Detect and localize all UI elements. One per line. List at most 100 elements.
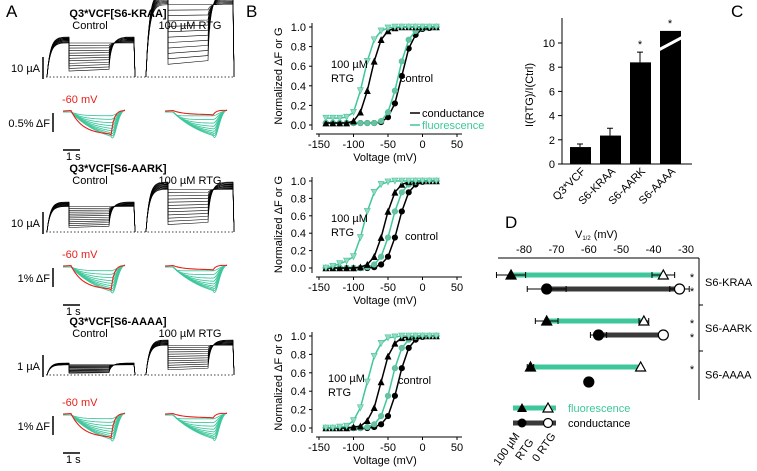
data-point	[377, 36, 385, 44]
data-point	[412, 23, 420, 31]
x-tick-label: 50	[451, 442, 463, 454]
data-point	[391, 339, 399, 347]
current-trace	[145, 184, 235, 233]
data-point	[329, 119, 337, 127]
section-title: Q3*VCF[S6-AAAA]	[69, 316, 167, 328]
data-point	[384, 24, 392, 32]
bar-Q3*VCF	[570, 147, 591, 164]
data-point	[419, 332, 426, 340]
data-point	[398, 58, 405, 65]
voltage-label: -60 mV	[62, 94, 98, 106]
data-point	[364, 423, 371, 431]
current-trace	[46, 38, 136, 78]
highlight-trace-minus60mv	[164, 264, 228, 271]
data-point	[336, 114, 344, 122]
fluorescence-scale-label: 1% ΔF	[18, 273, 51, 285]
data-point	[378, 421, 385, 428]
legend-rtg-triangle	[517, 403, 527, 412]
significance-star: *	[690, 332, 695, 344]
y-axis-label: Normalized ΔF or G	[273, 27, 285, 124]
axis-break-mark	[657, 35, 684, 52]
fluorescence-trace	[165, 109, 228, 138]
x-tick-label: -150	[308, 139, 330, 151]
x-tick-label: -150	[308, 442, 330, 454]
data-point	[384, 352, 392, 360]
current-trace	[145, 343, 235, 376]
rtg-circle-marker	[541, 283, 553, 295]
x-tick-label: -70	[548, 244, 564, 256]
data-point	[377, 233, 385, 241]
y-tick-label: 1.0	[291, 331, 306, 343]
x-axis-label-sub: 1/2	[582, 236, 591, 242]
time-scale-label: 1 s	[66, 151, 81, 163]
control-fluorescence-traces	[62, 412, 126, 442]
y-tick-label: 6	[549, 86, 555, 98]
control-label: Control	[72, 328, 107, 340]
current-trace	[46, 205, 136, 233]
highlight-trace-minus60mv	[62, 110, 126, 136]
data-point	[356, 108, 364, 116]
data-point	[391, 208, 399, 215]
fluorescence-trace	[63, 264, 126, 279]
y-axis-label: I(RTG)/I(Ctrl)	[524, 63, 536, 127]
data-point	[370, 352, 378, 360]
data-point	[384, 412, 392, 420]
current-trace	[145, 343, 235, 376]
current-trace	[46, 40, 136, 78]
x-tick-label: -60	[581, 244, 597, 256]
data-point	[370, 57, 378, 65]
data-point	[405, 344, 412, 352]
x-axis-label: Voltage (mV)	[353, 295, 417, 307]
data-point	[425, 177, 433, 185]
data-point	[336, 423, 344, 431]
data-point	[356, 234, 364, 242]
data-point	[343, 113, 351, 121]
current-trace	[46, 41, 136, 78]
legend-fluorescence: fluorescence	[422, 120, 484, 132]
x-tick-label: -100	[342, 442, 364, 454]
significance-star: *	[690, 364, 695, 376]
fluorescence-trace	[63, 264, 126, 275]
panel-label-d: D	[505, 213, 517, 232]
y-tick-label: 0.0	[291, 263, 306, 275]
data-point	[412, 332, 420, 340]
rtg-fluorescence-traces	[164, 264, 228, 293]
data-point	[363, 58, 371, 65]
data-point	[357, 119, 364, 127]
data-point	[432, 332, 440, 340]
control-current-traces	[46, 362, 136, 376]
rtg-annotation: 100 µM	[331, 213, 368, 225]
control-circle-marker	[657, 329, 669, 341]
current-trace	[46, 362, 136, 376]
control-annotation: control	[400, 73, 433, 85]
data-point	[377, 181, 385, 189]
current-trace	[145, 185, 235, 233]
data-point	[398, 23, 406, 31]
data-point	[363, 416, 371, 424]
legend-conductance: conductance	[422, 108, 484, 120]
highlight-trace-minus60mv	[164, 109, 228, 116]
gv-plot-1: 0.0 0.2 0.4 0.6 0.8 1.0 -150 -100 -50 0 50 Voltage …	[273, 176, 463, 307]
data-point	[356, 87, 364, 95]
data-point	[384, 109, 392, 116]
fluorescence-trace	[165, 264, 228, 272]
x-tick-label: -100	[342, 139, 364, 151]
data-point	[350, 417, 357, 425]
data-point	[412, 177, 420, 185]
data-point	[384, 334, 392, 342]
current-trace	[46, 204, 136, 233]
y-tick-label: 0.2	[291, 100, 306, 112]
fluorescence-trace	[165, 412, 228, 420]
data-point	[378, 117, 385, 125]
significance-star: *	[690, 272, 695, 284]
data-point	[363, 260, 371, 268]
x-axis-label: Voltage (mV)	[353, 455, 417, 467]
current-trace	[145, 186, 235, 233]
data-point	[322, 424, 330, 432]
data-point	[398, 344, 405, 352]
x-tick-label: -80	[516, 244, 532, 256]
x-tick-label: -50	[380, 139, 396, 151]
y-tick-label: 4	[549, 111, 555, 123]
